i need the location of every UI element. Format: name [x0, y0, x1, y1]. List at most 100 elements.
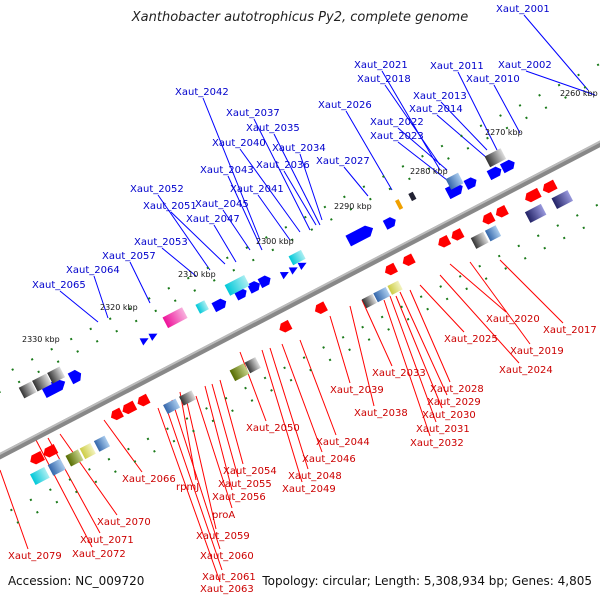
guide-dot	[445, 297, 449, 301]
guide-dot	[525, 116, 528, 120]
gene-block	[47, 366, 66, 384]
guide-dot	[231, 409, 234, 413]
gene-arrow	[257, 275, 271, 289]
gene-label: Xaut_2020	[486, 314, 540, 325]
gene-label: Xaut_2030	[422, 410, 476, 421]
gene-block	[484, 225, 502, 242]
gene-label: Xaut_2037	[226, 108, 280, 119]
gene-block	[387, 280, 403, 295]
guide-dot	[329, 218, 333, 221]
label-leader	[164, 403, 223, 571]
gene-block	[224, 274, 250, 296]
gene-label: Xaut_2026	[318, 100, 372, 111]
gene-arrow	[314, 301, 328, 314]
guide-dot	[419, 295, 423, 299]
guide-dot	[225, 256, 229, 260]
guide-dot	[172, 439, 176, 443]
gene-label: Xaut_2045	[195, 199, 249, 210]
gene-label: Xaut_2024	[499, 365, 553, 376]
gene-arrow	[345, 225, 374, 247]
label-leader	[35, 439, 93, 548]
guide-dot	[186, 276, 190, 280]
guide-dot	[29, 498, 33, 502]
guide-dot	[564, 96, 567, 99]
guide-dot	[447, 157, 450, 160]
gene-arrow	[288, 267, 298, 275]
gene-label: Xaut_2019	[510, 346, 564, 357]
guide-dot	[250, 399, 254, 402]
gene-label: Xaut_2040	[212, 138, 266, 149]
gene-label: Xaut_2064	[66, 265, 120, 276]
guide-dot	[302, 356, 306, 359]
gene-block	[79, 442, 96, 460]
gene-label: Xaut_2038	[354, 408, 408, 419]
guide-dot	[582, 226, 586, 230]
guide-dot	[68, 478, 72, 481]
label-leader	[399, 291, 448, 396]
lower-gene-labels: Xaut_2017 Xaut_2019 Xaut_2020 Xaut_2024 Xaut…	[8, 314, 597, 595]
guide-dot	[251, 258, 255, 262]
guide-dot	[167, 286, 171, 290]
guide-dot	[401, 165, 405, 168]
label-leader	[409, 289, 451, 383]
gene-arrow	[402, 253, 416, 267]
upper-gene-labels: Xaut_2001 Xaut_2002 Xaut_2010 Xaut_2011 Xaut…	[32, 4, 552, 291]
gene-label: Xaut_2060	[200, 551, 254, 562]
label-leader	[384, 84, 441, 166]
label-leader	[239, 351, 267, 422]
gene-block	[195, 300, 209, 314]
guide-dot	[76, 350, 79, 353]
genome-band	[0, 63, 600, 524]
gene-label: Xaut_2034	[272, 143, 326, 154]
gene-arrow	[110, 407, 124, 421]
label-leader	[227, 175, 263, 251]
guide-dot	[304, 215, 307, 219]
guide-dot	[133, 460, 137, 463]
guide-dot	[35, 510, 39, 514]
gene-label: Xaut_2046	[302, 454, 356, 465]
guide-dot	[367, 338, 371, 341]
gene-block	[179, 390, 197, 406]
guide-dot	[544, 106, 548, 110]
guide-dot	[289, 378, 293, 382]
guide-dot	[362, 185, 366, 189]
label-leader	[449, 263, 507, 313]
guide-dot	[427, 167, 431, 170]
label-leader	[171, 399, 221, 550]
gene-arrow	[246, 281, 260, 294]
gene-label: Xaut_2050	[246, 423, 300, 434]
guide-dot	[173, 299, 177, 303]
gene-label: Xaut_2052	[130, 184, 184, 195]
guide-dot	[49, 488, 52, 492]
label-leader	[457, 71, 498, 151]
guide-dot	[10, 508, 13, 512]
gene-label: Xaut_2041	[230, 184, 284, 195]
upper-color-blocks	[18, 148, 507, 399]
label-leader	[257, 194, 291, 241]
tick-label: 2260 kbp	[560, 89, 598, 98]
guide-dot	[484, 277, 488, 280]
gene-block	[47, 458, 66, 476]
gene-arrow	[451, 228, 465, 241]
gene-label: Xaut_2022	[370, 117, 424, 128]
gene-block	[93, 435, 111, 452]
gene-arrow	[139, 338, 149, 346]
gene-label: Xaut_2010	[466, 74, 520, 85]
tick-label: 2290 kbp	[334, 202, 372, 211]
guide-dot	[271, 248, 275, 252]
guide-dot	[185, 417, 189, 420]
gene-label: Xaut_2071	[80, 535, 134, 546]
guide-dot	[369, 197, 372, 201]
guide-dot	[0, 390, 1, 394]
guide-dot	[283, 366, 286, 370]
gene-block	[229, 363, 250, 382]
label-leader	[439, 274, 520, 364]
guide-dot	[556, 224, 560, 227]
gene-label: Xaut_2061	[202, 572, 256, 583]
gene-label: Xaut_2065	[32, 280, 86, 291]
gene-label: Xaut_2054	[223, 466, 277, 477]
guide-dot	[562, 236, 566, 240]
tick-label: 2280 kbp	[410, 167, 448, 176]
